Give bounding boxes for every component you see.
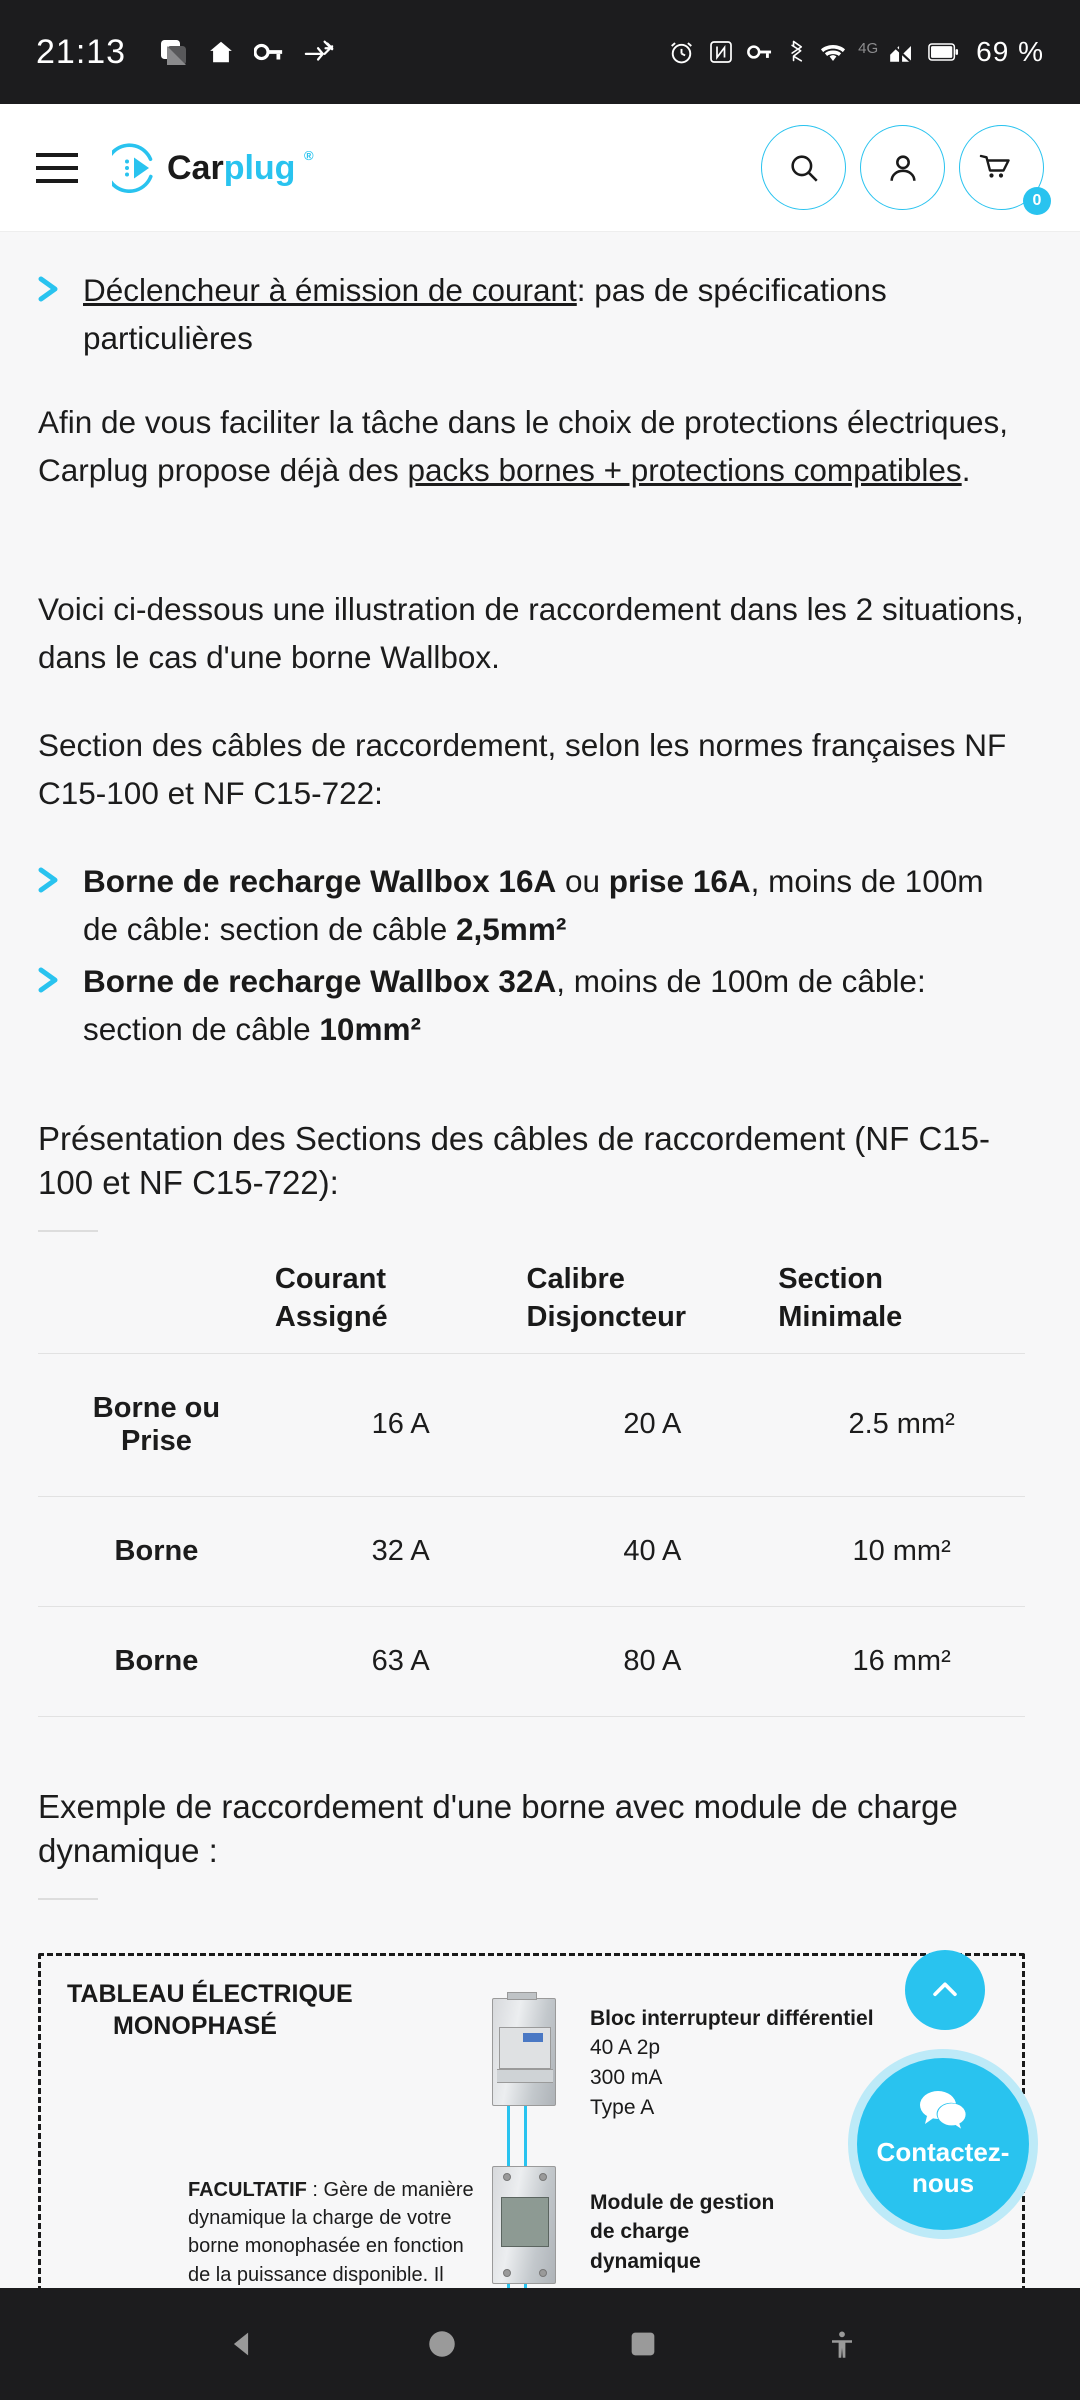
svg-text:Carplug: Carplug bbox=[167, 149, 295, 187]
svg-text:®: ® bbox=[304, 148, 314, 163]
